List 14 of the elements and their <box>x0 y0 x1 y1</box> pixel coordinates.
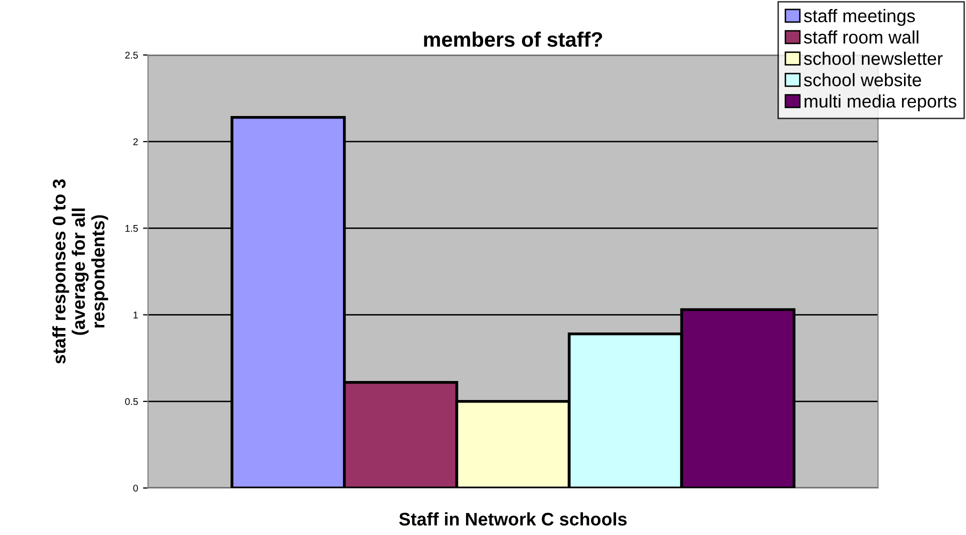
legend-label: staff meetings <box>804 9 915 26</box>
y-tick-label: 1 <box>134 312 138 318</box>
y-tick-label: 2 <box>133 138 138 146</box>
legend-label: school website <box>804 73 922 86</box>
y-axis-title: staff responses 0 to 3 (average for all respondents) <box>52 179 108 364</box>
y-tick-label: 0 <box>133 484 138 492</box>
legend-label: school newsletter <box>804 52 943 65</box>
y-tick-label: 0.5 <box>125 398 138 406</box>
legend-label: multi media reports <box>804 94 956 112</box>
y-tick-label: 1.5 <box>126 225 138 232</box>
x-axis-title: Staff in Network C schools <box>399 512 627 526</box>
y-tick-label: 2.5 <box>125 52 138 59</box>
legend-label: staff room wall <box>804 30 918 44</box>
chart-title: members of staff? <box>424 32 602 47</box>
